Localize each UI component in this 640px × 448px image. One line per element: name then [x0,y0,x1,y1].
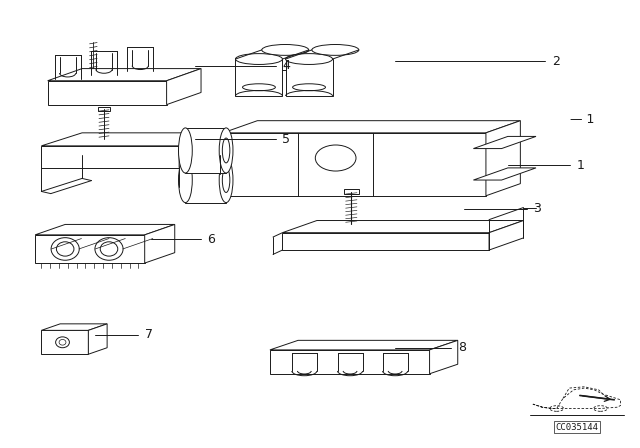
Polygon shape [47,81,166,105]
Ellipse shape [312,44,359,56]
Polygon shape [88,324,107,354]
Polygon shape [270,340,458,350]
Polygon shape [47,69,201,81]
Polygon shape [42,146,179,168]
Text: 5: 5 [282,133,291,146]
Polygon shape [98,107,110,111]
Polygon shape [474,168,536,180]
Polygon shape [344,189,359,194]
Ellipse shape [51,238,79,260]
Text: 1: 1 [577,159,584,172]
Polygon shape [486,121,520,196]
Polygon shape [42,324,107,330]
Ellipse shape [236,54,282,65]
Ellipse shape [95,238,123,260]
Polygon shape [179,133,220,168]
Polygon shape [270,350,429,374]
Polygon shape [429,340,458,374]
Ellipse shape [219,158,233,202]
Polygon shape [42,330,88,354]
Polygon shape [223,133,486,196]
Text: 3: 3 [533,202,541,215]
Text: — 1: — 1 [570,113,595,126]
Ellipse shape [179,158,192,202]
Polygon shape [145,224,175,263]
Ellipse shape [262,44,308,56]
Ellipse shape [219,128,233,173]
Polygon shape [166,69,201,105]
Polygon shape [35,224,175,235]
Text: 6: 6 [207,233,215,246]
Ellipse shape [285,54,333,65]
Polygon shape [282,233,489,250]
Text: 4: 4 [282,59,291,72]
Polygon shape [236,59,282,96]
Polygon shape [282,220,524,233]
Polygon shape [285,59,333,96]
Polygon shape [42,133,220,146]
Polygon shape [186,128,226,173]
Polygon shape [35,235,145,263]
Polygon shape [223,121,520,133]
Text: CC035144: CC035144 [556,423,598,432]
Polygon shape [489,220,524,250]
Text: 8: 8 [458,341,466,354]
Polygon shape [186,158,226,202]
Ellipse shape [179,128,192,173]
Text: 2: 2 [552,55,559,68]
Text: 7: 7 [145,328,153,341]
Polygon shape [474,137,536,149]
